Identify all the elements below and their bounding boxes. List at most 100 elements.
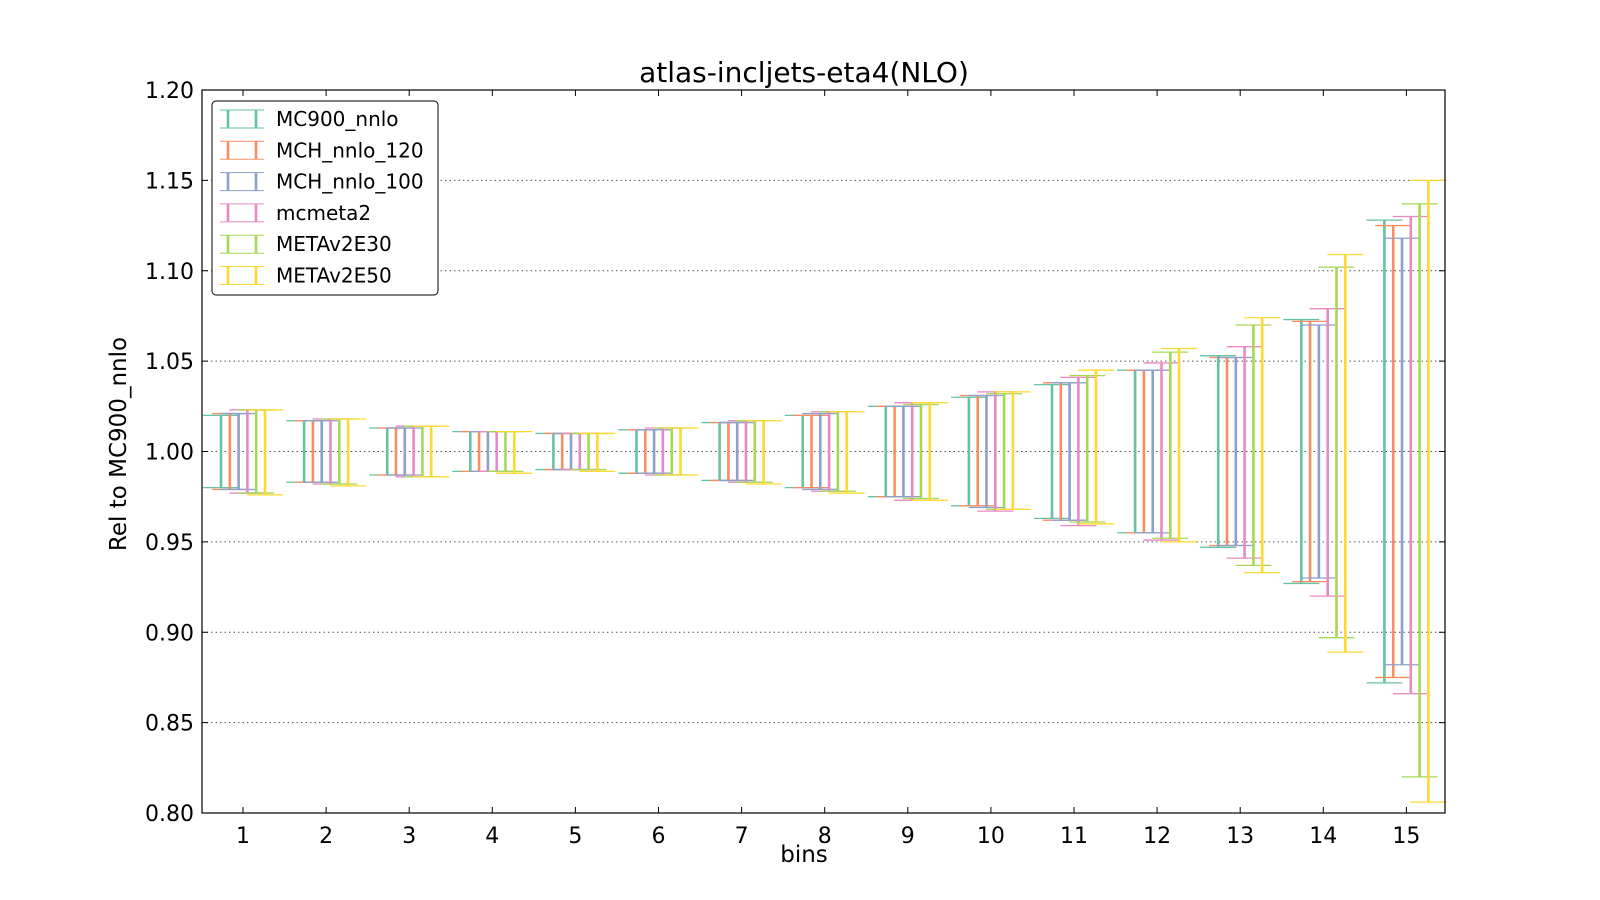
error-bar <box>312 418 349 485</box>
error-bar <box>1309 308 1346 597</box>
x-tick-label: 14 <box>1309 824 1337 849</box>
legend-label: MCH_nnlo_120 <box>276 138 424 162</box>
error-bar <box>1161 347 1198 543</box>
error-bar <box>903 403 939 500</box>
error-bar <box>802 412 839 491</box>
error-bar <box>294 420 331 483</box>
x-tick-label: 8 <box>818 824 832 849</box>
legend-item: METAv2E30 <box>220 232 392 256</box>
y-tick-label: 0.90 <box>145 621 194 646</box>
error-bar <box>203 414 239 489</box>
error-bar <box>911 402 948 501</box>
legend-label: mcmeta2 <box>276 201 371 225</box>
x-tick-label: 13 <box>1226 824 1254 849</box>
error-bar <box>247 409 283 496</box>
legend-item: MC900_nnlo <box>220 107 399 131</box>
x-tick-label: 1 <box>236 824 250 849</box>
error-bar <box>1392 215 1429 695</box>
x-tick-label: 6 <box>652 824 666 849</box>
error-bar <box>636 429 673 474</box>
series-METAv2E30 <box>238 203 1438 778</box>
chart-title: atlas-incljets-eta4(NLO) <box>639 56 969 89</box>
error-bar <box>303 420 340 483</box>
error-bar <box>1366 219 1403 684</box>
error-bar <box>1134 369 1171 534</box>
error-bar <box>1034 383 1070 520</box>
error-bar <box>1235 324 1272 567</box>
x-axis-label: bins <box>780 842 828 868</box>
error-bar <box>1060 376 1097 527</box>
error-bar <box>968 394 1005 509</box>
error-bar <box>1069 374 1106 523</box>
legend-item: MCH_nnlo_100 <box>220 170 424 194</box>
x-tick-label: 3 <box>402 824 416 849</box>
legend-item: mcmeta2 <box>220 201 371 225</box>
error-bar <box>662 427 699 476</box>
y-axis-ticks: 0.80 0.85 0.90 0.95 1.00 1.05 1.10 1.15 1.20 <box>145 79 1445 827</box>
plot-area-frame <box>201 89 1446 814</box>
error-bar <box>211 412 248 491</box>
x-tick-label: 11 <box>1060 824 1088 849</box>
y-tick-label: 1.20 <box>145 79 194 104</box>
grid-lines <box>202 179 1445 724</box>
error-bar <box>1143 362 1180 541</box>
legend-label: MC900_nnlo <box>276 107 399 131</box>
error-bar <box>618 429 655 474</box>
error-bar <box>959 394 996 507</box>
error-bar <box>1283 318 1320 585</box>
y-tick-label: 0.80 <box>145 802 194 827</box>
x-tick-label: 9 <box>901 824 915 849</box>
series-METAv2E50 <box>247 179 1447 803</box>
error-bar <box>1200 355 1237 548</box>
error-bar <box>1375 224 1412 679</box>
error-bar <box>1051 382 1088 521</box>
x-tick-label: 2 <box>319 824 333 849</box>
error-bar <box>994 391 1031 510</box>
x-tick-label: 10 <box>977 824 1005 849</box>
error-bar <box>1292 320 1329 583</box>
legend-item: MCH_nnlo_120 <box>220 138 424 162</box>
error-bar <box>330 418 367 487</box>
error-bar <box>1244 317 1281 574</box>
legend-label: METAv2E50 <box>276 264 392 288</box>
y-tick-label: 0.85 <box>145 712 194 737</box>
error-bar <box>1410 179 1447 803</box>
y-tick-label: 1.05 <box>145 350 194 375</box>
legend-item: METAv2E50 <box>220 264 392 288</box>
x-tick-label: 15 <box>1392 824 1420 849</box>
error-bar <box>793 414 830 489</box>
error-bar <box>1401 203 1438 778</box>
x-tick-label: 12 <box>1143 824 1171 849</box>
x-tick-label: 5 <box>568 824 582 849</box>
error-bar <box>1384 237 1420 666</box>
error-bars <box>203 179 1447 803</box>
y-tick-label: 0.95 <box>145 531 194 556</box>
y-tick-label: 1.00 <box>145 441 194 466</box>
error-bar <box>413 425 450 478</box>
error-bar <box>1152 351 1189 539</box>
legend-box <box>211 100 439 296</box>
x-tick-label: 4 <box>485 824 499 849</box>
error-bar <box>1318 266 1355 639</box>
error-bar <box>1327 253 1364 653</box>
error-bar <box>745 420 782 485</box>
error-bar <box>1078 369 1114 525</box>
error-bar <box>496 430 533 474</box>
y-axis-label: Rel to MC900_nnlo <box>106 337 132 551</box>
error-bar <box>1300 324 1337 579</box>
legend-label: MCH_nnlo_100 <box>276 170 424 194</box>
error-bar <box>369 427 406 476</box>
error-bar <box>1209 356 1245 547</box>
series-MCH_nnlo_100 <box>220 237 1420 666</box>
error-bar <box>828 411 865 494</box>
x-axis-ticks: 1 2 3 4 5 6 7 8 9 10 11 12 13 14 15 <box>236 90 1420 849</box>
error-bar <box>1226 346 1263 559</box>
error-bar <box>719 421 756 482</box>
legend-label: METAv2E30 <box>276 232 392 256</box>
error-bar <box>286 420 323 483</box>
legend: MC900_nnlo MCH_nnlo_120 MCH_nnlo_100mcmeta… <box>211 100 439 296</box>
x-tick-label: 7 <box>735 824 749 849</box>
error-bar <box>386 427 423 476</box>
error-bar <box>1217 356 1254 547</box>
